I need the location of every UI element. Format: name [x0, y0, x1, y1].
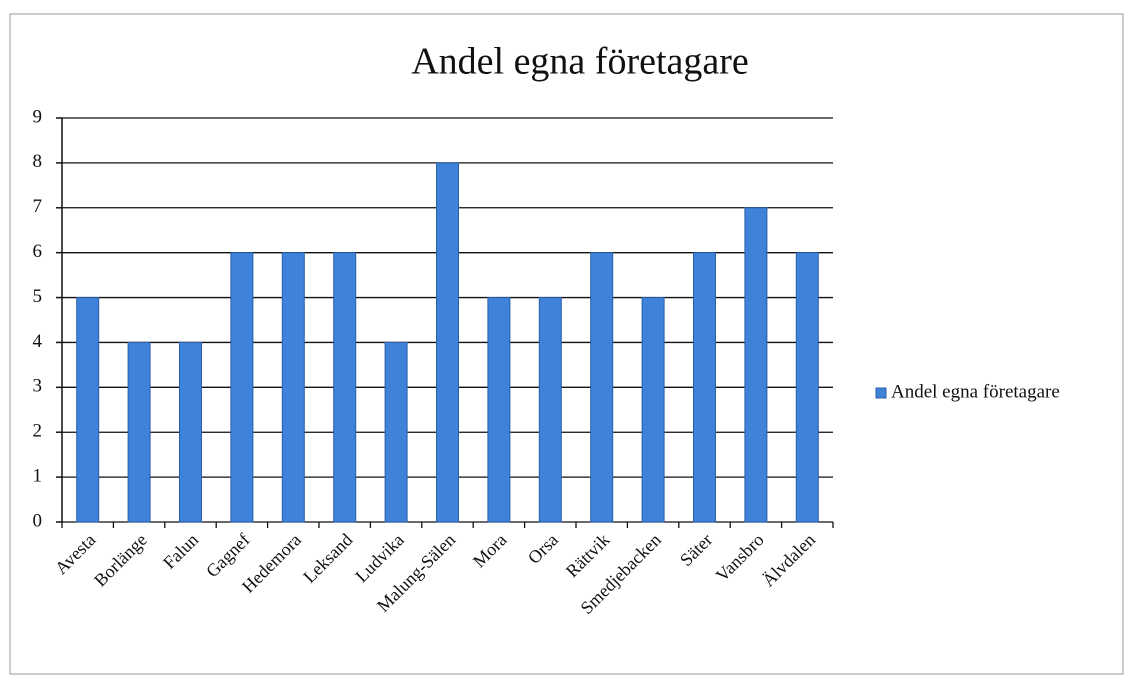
y-tick-label: 5	[33, 286, 43, 307]
y-tick-label: 0	[33, 510, 43, 531]
x-tick-label: Borlänge	[90, 530, 151, 591]
bar	[795, 252, 819, 523]
y-tick-label: 4	[33, 331, 43, 352]
bar	[384, 341, 408, 523]
bar	[487, 297, 511, 523]
bar	[230, 252, 254, 523]
bar	[436, 162, 459, 523]
x-tick-label: Leksand	[299, 530, 356, 587]
x-tick-label: Säter	[676, 530, 716, 570]
x-tick-label: Älvdalen	[758, 530, 819, 591]
x-tick-label: Orsa	[524, 530, 562, 568]
x-tick-label: Mora	[469, 530, 511, 572]
legend-swatch	[875, 387, 887, 399]
y-tick-label: 6	[33, 241, 43, 262]
y-tick-label: 2	[33, 421, 43, 442]
bar	[538, 297, 562, 523]
y-tick-label: 3	[33, 376, 43, 397]
bar	[281, 252, 305, 523]
bar	[333, 252, 357, 523]
y-tick-label: 7	[33, 196, 43, 217]
bar	[744, 207, 768, 523]
chart-title: Andel egna företagare	[411, 41, 749, 83]
y-tick-label: 8	[33, 151, 43, 172]
y-tick-label: 1	[33, 465, 43, 486]
x-tick-label: Falun	[159, 530, 202, 573]
chart-frame	[9, 13, 1124, 675]
legend-label: Andel egna företagare	[891, 381, 1060, 402]
bar	[76, 297, 100, 523]
bar	[641, 297, 665, 523]
bar	[127, 341, 151, 523]
x-tick-label: Avesta	[51, 530, 100, 579]
y-tick-label: 9	[33, 106, 43, 127]
bar	[179, 341, 202, 523]
bar	[590, 252, 614, 523]
bar	[693, 252, 716, 523]
